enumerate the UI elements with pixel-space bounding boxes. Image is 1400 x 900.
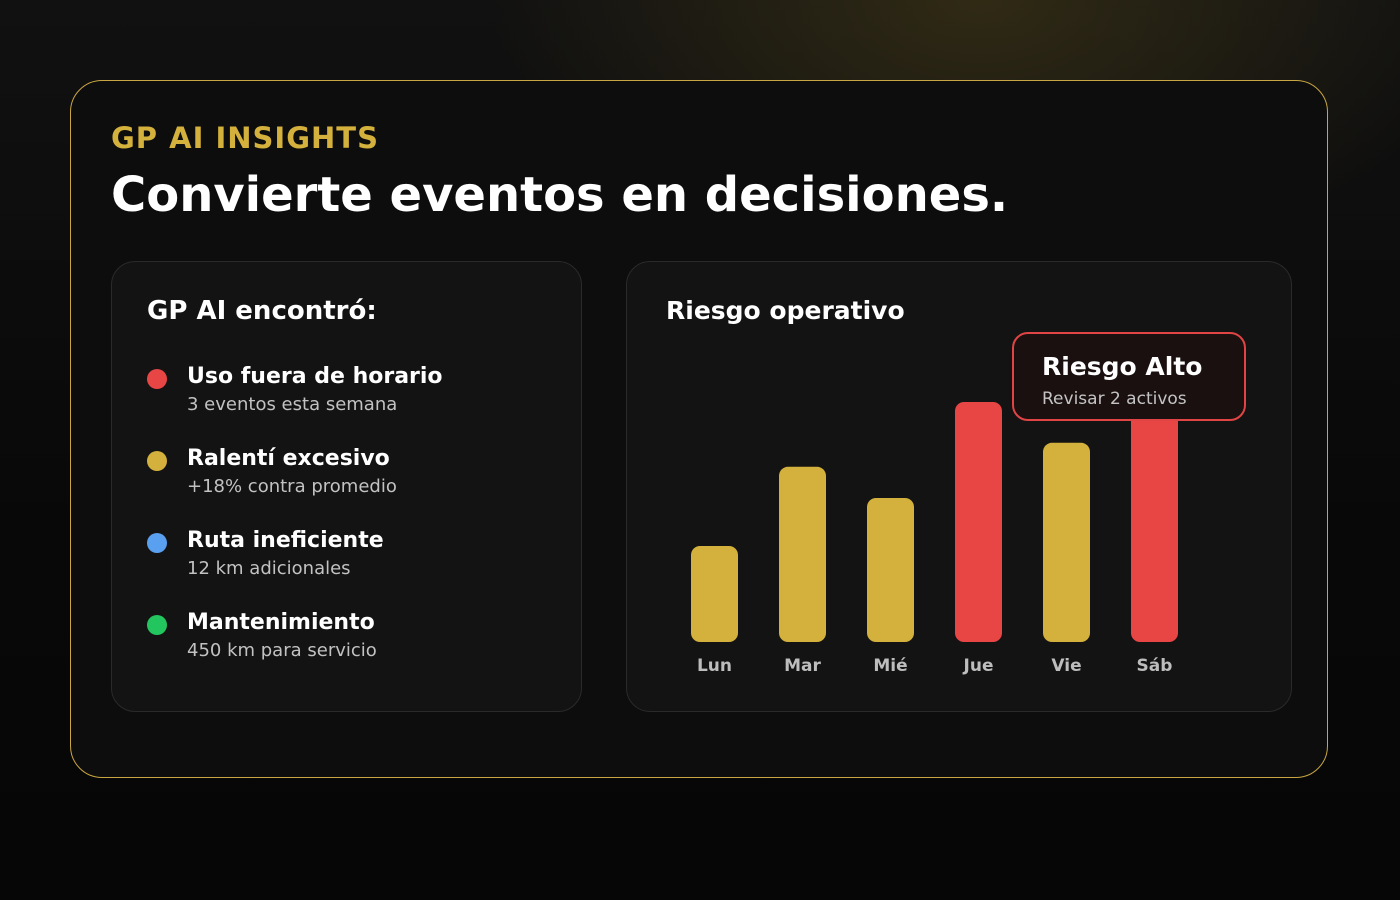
bar-jue[interactable] [955, 402, 1002, 642]
eyebrow-label: GP AI INSIGHTS [111, 121, 379, 155]
bar-lun[interactable] [691, 546, 738, 642]
bar-mié[interactable] [867, 498, 914, 642]
insight-subtitle: +18% contra promedio [187, 476, 397, 497]
insight-subtitle: 3 eventos esta semana [187, 394, 398, 415]
x-tick-label: Jue [963, 656, 994, 676]
x-tick-label: Vie [1051, 656, 1081, 676]
insight-subtitle: 12 km adicionales [187, 558, 351, 579]
insight-title: Ralentí excesivo [187, 446, 390, 471]
x-tick-label: Mar [784, 656, 821, 676]
insights-panel: GP AI encontró: Uso fuera de horario 3 e… [111, 261, 582, 712]
page-title: Convierte eventos en decisiones. [111, 167, 1009, 223]
insight-title: Mantenimiento [187, 610, 375, 635]
tooltip-title: Riesgo Alto [1042, 352, 1203, 381]
insights-card: GP AI INSIGHTS Convierte eventos en deci… [70, 80, 1328, 778]
insights-panel-title: GP AI encontró: [147, 296, 377, 326]
insight-title: Ruta ineficiente [187, 528, 384, 553]
x-tick-label: Sáb [1137, 656, 1173, 676]
bar-sáb[interactable] [1131, 402, 1178, 642]
x-tick-label: Lun [697, 656, 732, 676]
risk-tooltip: Riesgo Alto Revisar 2 activos [1012, 332, 1246, 421]
bar-mar[interactable] [779, 466, 826, 642]
risk-bar-chart: Lun Mar Mié Jue Vie Sáb [691, 402, 1178, 676]
status-dot-yellow-icon [147, 451, 167, 471]
risk-panel-title: Riesgo operativo [666, 296, 905, 325]
tooltip-subtitle: Revisar 2 activos [1042, 389, 1187, 409]
bar-vie[interactable] [1043, 442, 1090, 642]
risk-panel: Lun Mar Mié Jue Vie Sáb Riesgo operativo Ries… [626, 261, 1292, 712]
insight-subtitle: 450 km para servicio [187, 640, 377, 661]
status-dot-blue-icon [147, 533, 167, 553]
x-tick-label: Mié [873, 656, 907, 676]
status-dot-green-icon [147, 615, 167, 635]
insight-title: Uso fuera de horario [187, 364, 443, 389]
status-dot-red-icon [147, 369, 167, 389]
